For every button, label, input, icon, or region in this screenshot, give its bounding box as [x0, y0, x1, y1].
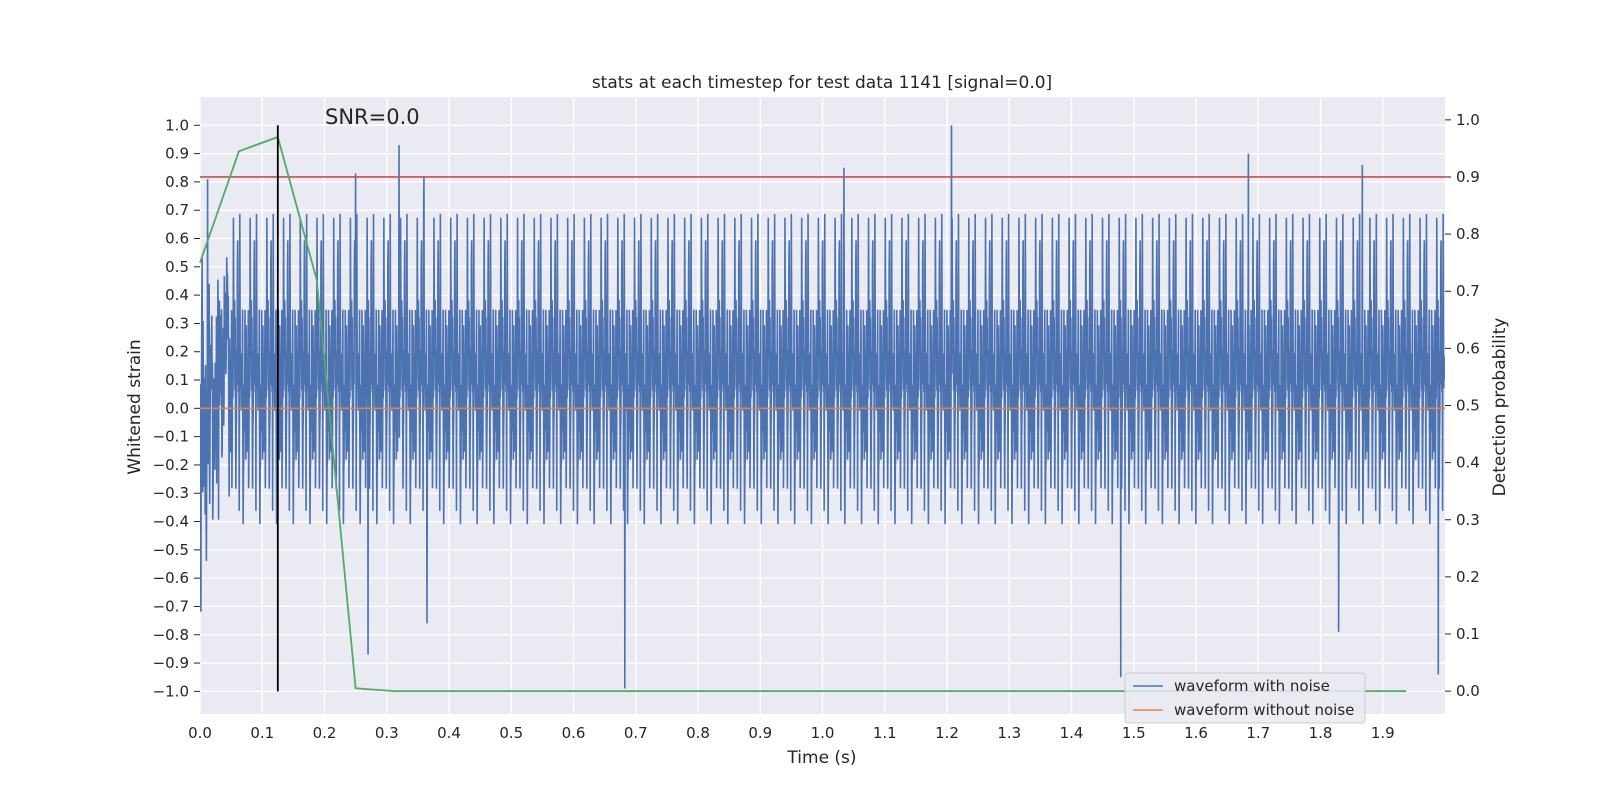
y-axis-label: Whitened strain [125, 339, 145, 474]
x-axis-label: Time (s) [786, 748, 856, 768]
x-tick-label: 1.5 [1122, 724, 1146, 742]
legend-label-waveform-with-noise: waveform with noise [1174, 677, 1330, 695]
legend-box [1124, 672, 1366, 724]
y-tick-label: 0.5 [165, 258, 189, 276]
y-tick-label: 0.9 [165, 145, 189, 163]
y2-tick-label: 0.3 [1456, 511, 1480, 529]
y-tick-label: 1.0 [165, 116, 189, 134]
y-tick-label: 0.1 [165, 371, 189, 389]
x-tick-label: 1.0 [811, 724, 835, 742]
x-tick-label: 0.3 [375, 724, 399, 742]
y2-tick-label: 0.9 [1456, 168, 1480, 186]
y-tick-label: −0.2 [153, 456, 189, 474]
x-tick-label: 0.0 [188, 724, 212, 742]
y2-tick-label: 0.4 [1456, 454, 1480, 472]
y-tick-label: −0.3 [153, 484, 189, 502]
x-tick-label: 0.8 [686, 724, 710, 742]
y-tick-label: 0.8 [165, 173, 189, 191]
x-tick-label: 1.1 [873, 724, 897, 742]
y-tick-label: −0.1 [153, 428, 189, 446]
x-tick-label: 0.7 [624, 724, 648, 742]
x-tick-label: 0.2 [313, 724, 337, 742]
x-tick-label: 0.5 [499, 724, 523, 742]
x-tick-label: 1.4 [1060, 724, 1084, 742]
x-tick-label: 1.6 [1184, 724, 1208, 742]
y2-tick-label: 0.1 [1456, 625, 1480, 643]
y-tick-label: −0.5 [153, 541, 189, 559]
y2-tick-label: 1.0 [1456, 111, 1480, 129]
x-tick-label: 0.9 [748, 724, 772, 742]
y-tick-label: 0.6 [165, 230, 189, 248]
y-tick-label: −0.7 [153, 597, 189, 615]
x-tick-label: 1.7 [1246, 724, 1270, 742]
y2-tick-label: 0.0 [1456, 682, 1480, 700]
y-tick-label: −0.4 [153, 513, 189, 531]
snr-annotation: SNR=0.0 [325, 105, 420, 129]
x-tick-label: 0.4 [437, 724, 461, 742]
y-tick-label: −0.9 [153, 654, 189, 672]
x-tick-label: 0.6 [562, 724, 586, 742]
series-waveform-with-noise [200, 125, 1445, 689]
y-tick-label: 0.4 [165, 286, 189, 304]
y-tick-label: 0.2 [165, 343, 189, 361]
chart-title: stats at each timestep for test data 114… [592, 73, 1052, 93]
y2-tick-label: 0.5 [1456, 397, 1480, 415]
x-tick-label: 0.1 [250, 724, 274, 742]
x-tick-label: 1.9 [1371, 724, 1395, 742]
y-tick-label: 0.7 [165, 201, 189, 219]
y2-tick-label: 0.7 [1456, 282, 1480, 300]
y-tick-label: −1.0 [153, 682, 189, 700]
y2-tick-label: 0.2 [1456, 568, 1480, 586]
y2-tick-label: 0.8 [1456, 225, 1480, 243]
y-tick-label: −0.6 [153, 569, 189, 587]
y-tick-label: 0.3 [165, 314, 189, 332]
legend-label-waveform-without-noise: waveform without noise [1174, 701, 1354, 719]
y2-axis-label: Detection probability [1490, 318, 1510, 497]
legend: waveform with noise waveform without noi… [1124, 672, 1366, 724]
x-tick-label: 1.8 [1309, 724, 1333, 742]
tick-labels: 0.0 0.1 0.2 0.3 0.4 0.5 0.6 0.7 0.8 0.9 1.0 1.1 1.2 1… [153, 111, 1480, 742]
y-tick-label: 0.0 [165, 399, 189, 417]
x-tick-label: 1.2 [935, 724, 959, 742]
y2-tick-label: 0.6 [1456, 339, 1480, 357]
x-tick-label: 1.3 [997, 724, 1021, 742]
y-tick-label: −0.8 [153, 626, 189, 644]
